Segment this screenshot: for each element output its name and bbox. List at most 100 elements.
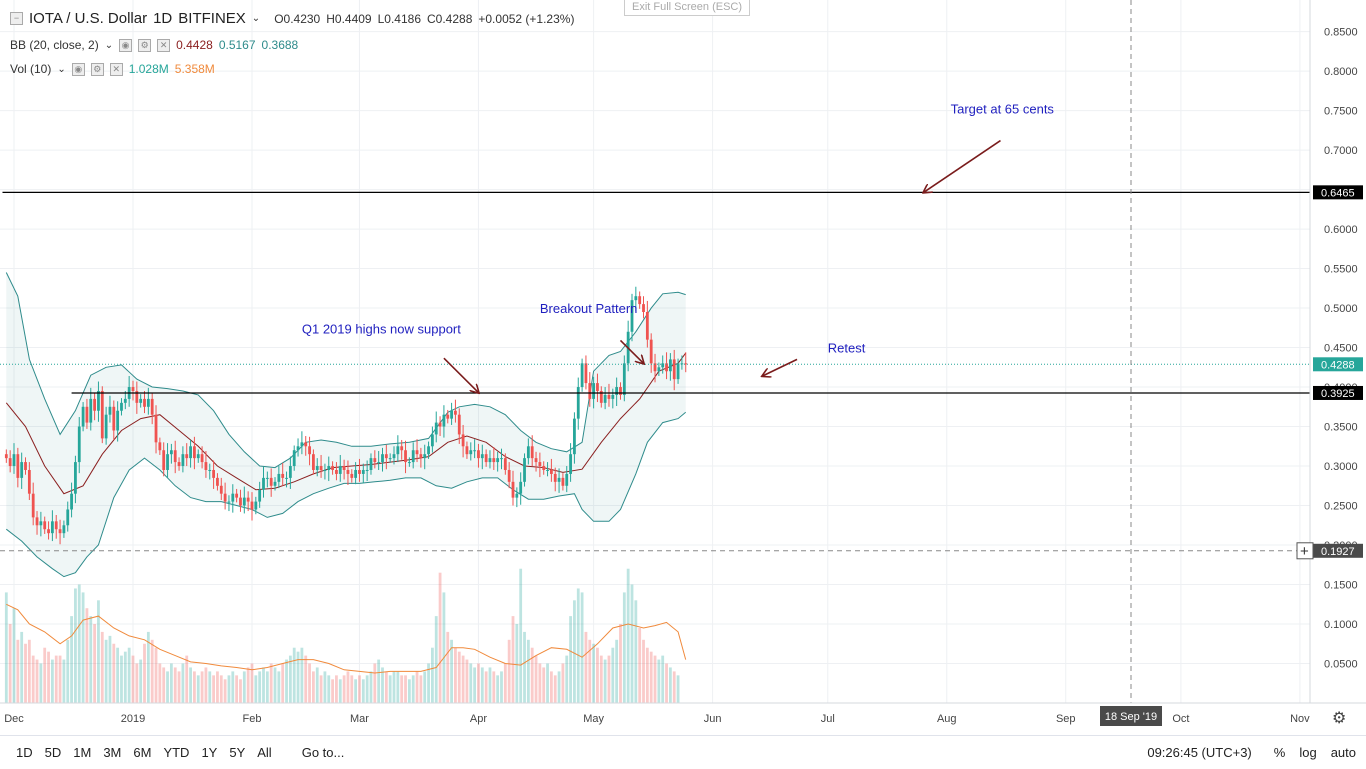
time-tick-label: Nov: [1290, 713, 1310, 725]
volume-bar: [116, 647, 120, 703]
volume-bar: [634, 600, 638, 703]
volume-bar: [365, 675, 369, 703]
level-price-tag: [1313, 185, 1363, 200]
candle-body: [684, 363, 688, 365]
volume-bar: [112, 643, 116, 703]
volume-ma-line: [6, 603, 687, 674]
bb-label[interactable]: BB (20, close, 2): [10, 38, 99, 52]
volume-bar: [77, 584, 81, 703]
volume-bar: [169, 663, 173, 703]
candle-body: [177, 462, 181, 467]
percent-scale-button[interactable]: %: [1273, 745, 1286, 760]
volume-bar: [350, 675, 354, 703]
volume-bar: [515, 624, 519, 703]
volume-bar: [477, 663, 480, 703]
timeframe-1d[interactable]: 1D: [16, 745, 33, 760]
volume-bar: [657, 659, 661, 703]
timeframe-1m[interactable]: 1M: [73, 745, 92, 760]
close-icon[interactable]: ✕: [109, 62, 123, 76]
exit-fullscreen-button[interactable]: Exit Full Screen (ESC): [624, 0, 750, 16]
candle-body: [580, 363, 584, 388]
candle-body: [31, 493, 35, 518]
candle-body: [246, 497, 250, 502]
time-tick-label: Aug: [937, 713, 957, 725]
chevron-down-icon[interactable]: ⌄: [251, 13, 261, 24]
candle-body: [85, 406, 89, 423]
candle-body: [35, 517, 39, 526]
candle-body: [576, 387, 580, 419]
chart-settings-icon[interactable]: ⚙: [1332, 708, 1346, 727]
eye-icon[interactable]: ◉: [119, 38, 133, 52]
volume-bar: [227, 675, 231, 703]
candle-body: [269, 477, 273, 486]
candle-body: [538, 462, 542, 467]
volume-bar: [411, 675, 415, 703]
candle-body: [665, 363, 668, 372]
volume-bar: [561, 663, 565, 703]
exchange-label[interactable]: BITFINEX: [178, 10, 246, 27]
volume-bar: [93, 624, 97, 703]
time-tick-label: Dec: [4, 713, 24, 725]
bollinger-lower-line: [5, 411, 687, 578]
candle-body: [492, 458, 496, 463]
timeframe-all[interactable]: All: [257, 745, 272, 760]
crosshair-date-label: 18 Sep '19: [1105, 711, 1157, 723]
volume-bar: [85, 608, 89, 703]
vol-label[interactable]: Vol (10): [10, 62, 52, 76]
candle-body: [430, 434, 434, 447]
volume-bar: [162, 667, 166, 703]
timeframe-6m[interactable]: 6M: [133, 745, 152, 760]
annotation-retest-text: Retest: [828, 340, 866, 355]
add-alert-icon[interactable]: [1296, 542, 1314, 560]
volume-bar: [242, 671, 246, 703]
candle-body: [4, 454, 8, 459]
chevron-down-icon[interactable]: ⌄: [57, 63, 66, 75]
candle-body: [189, 446, 192, 459]
candle-body: [296, 446, 300, 451]
collapse-icon[interactable]: −: [10, 12, 23, 25]
candle-body: [181, 454, 185, 467]
settings-icon[interactable]: ⚙: [138, 38, 152, 52]
candle-body: [158, 442, 162, 451]
timeframe-3m[interactable]: 3M: [103, 745, 122, 760]
candle-body: [354, 469, 358, 478]
volume-bar: [66, 639, 70, 703]
candle-body: [24, 462, 27, 470]
auto-scale-button[interactable]: auto: [1330, 745, 1356, 760]
timeframe-5y[interactable]: 5Y: [229, 745, 246, 760]
chevron-down-icon[interactable]: ⌄: [104, 39, 114, 51]
volume-bar: [407, 679, 411, 703]
volume-bar: [354, 679, 358, 703]
volume-bar: [204, 667, 208, 703]
candle-body: [162, 450, 166, 470]
timeframe-5d[interactable]: 5D: [44, 745, 62, 760]
clock-time[interactable]: 09:26:45 (UTC+3): [1147, 745, 1252, 760]
candle-body: [169, 450, 173, 455]
annotation-arrow: [763, 358, 798, 376]
close-icon[interactable]: ✕: [157, 38, 171, 52]
candle-body: [461, 434, 465, 447]
candle-body: [308, 446, 311, 455]
volume-bar: [396, 671, 400, 703]
goto-button[interactable]: Go to...: [301, 745, 345, 760]
price-tick-label: 0.5000: [1324, 303, 1358, 315]
volume-bar: [166, 671, 169, 703]
settings-icon[interactable]: ⚙: [90, 62, 104, 76]
volume-bar: [58, 655, 62, 703]
timeframe-1y[interactable]: 1Y: [201, 745, 218, 760]
volume-bar: [603, 659, 607, 703]
candle-body: [239, 497, 242, 506]
timeframe-ytd[interactable]: YTD: [163, 745, 190, 760]
symbol-name[interactable]: IOTA / U.S. Dollar: [29, 10, 148, 27]
interval-label[interactable]: 1D: [153, 10, 173, 27]
price-axis-background[interactable]: [1310, 0, 1366, 703]
time-tick-label: Mar: [350, 713, 369, 725]
eye-icon[interactable]: ◉: [71, 62, 85, 76]
price-tick-label: 0.8500: [1324, 27, 1358, 39]
candle-body: [438, 422, 442, 427]
volume-bar: [89, 616, 93, 703]
log-scale-button[interactable]: log: [1299, 745, 1317, 760]
volume-bar: [269, 663, 273, 703]
volume-bar: [672, 671, 676, 703]
